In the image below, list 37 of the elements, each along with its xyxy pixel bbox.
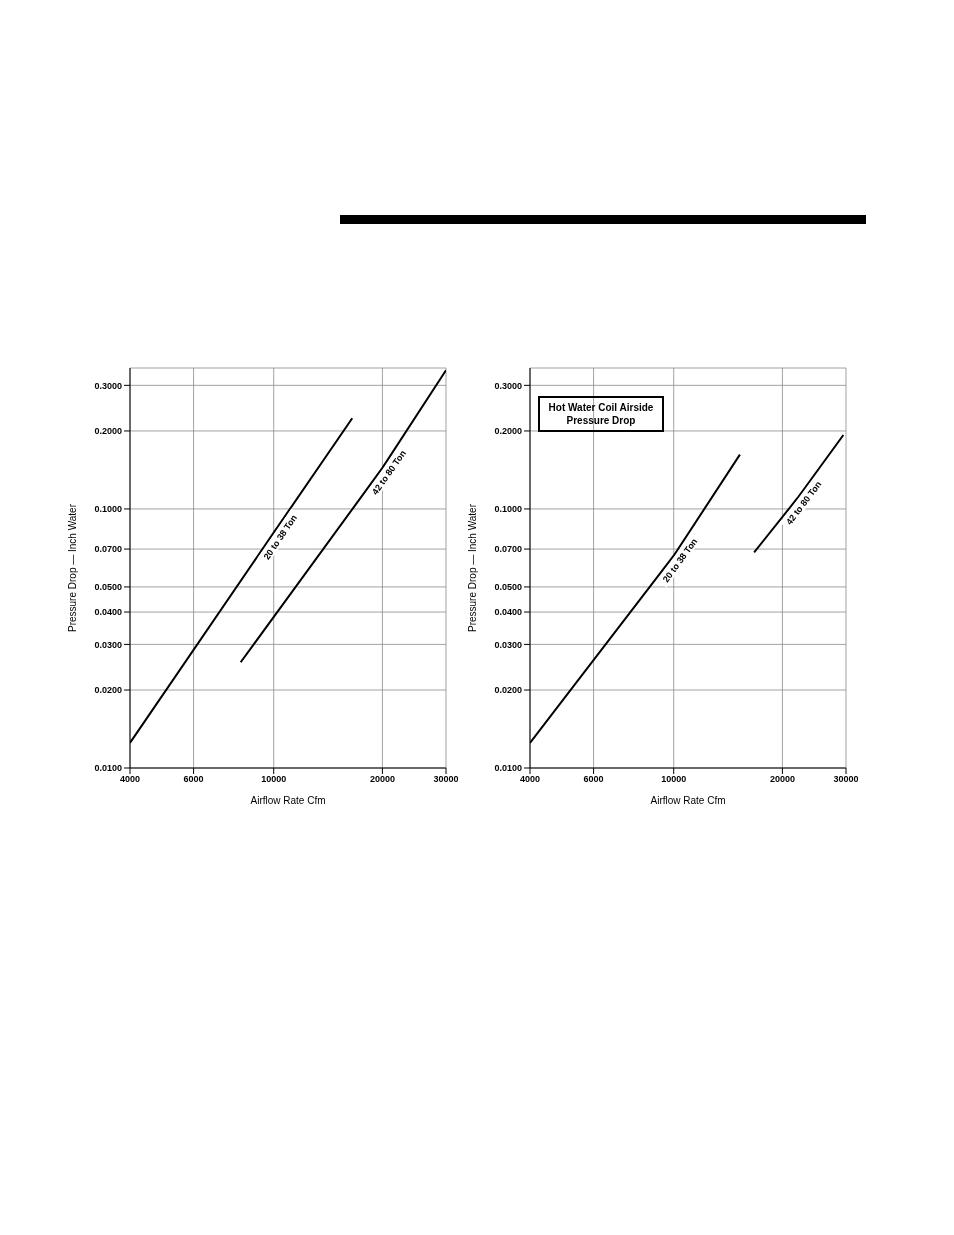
text: 42 to 80 Ton bbox=[784, 479, 824, 527]
y-tick-label: 0.0200 bbox=[494, 685, 522, 696]
x-tick-label: 20000 bbox=[769, 774, 795, 785]
y-tick-label: 0.0400 bbox=[494, 607, 522, 618]
x-tick-label: 20000 bbox=[369, 774, 395, 785]
y-tick-label: 0.1000 bbox=[494, 504, 522, 515]
y-tick-label: 0.0700 bbox=[494, 544, 522, 555]
y-tick-label: 0.0700 bbox=[94, 544, 122, 555]
y-tick-label: 0.2000 bbox=[94, 426, 122, 437]
y-tick-label: 0.3000 bbox=[494, 380, 522, 391]
x-tick-label: 10000 bbox=[661, 774, 687, 785]
x-tick-label: 10000 bbox=[261, 774, 287, 785]
x-tick-label: 4000 bbox=[119, 774, 141, 785]
x-tick-label: 6000 bbox=[183, 774, 204, 785]
x-tick-label: 4000 bbox=[519, 774, 541, 785]
y-tick-label: 0.3000 bbox=[94, 380, 122, 391]
y-tick-label: 0.0100 bbox=[94, 763, 122, 774]
y-tick-label: 0.1000 bbox=[94, 504, 122, 515]
x-axis-title: Airflow Rate Cfm bbox=[650, 795, 726, 806]
x-tick-label: 30000 bbox=[433, 774, 459, 785]
y-axis-title: Pressure Drop — Inch Water bbox=[66, 503, 78, 633]
y-tick-label: 0.0400 bbox=[94, 607, 122, 618]
text: 42 to 80 Ton bbox=[369, 448, 408, 497]
title-frame: Hot Water Coil Airside Pressure Drop bbox=[538, 396, 664, 432]
y-axis-title: Pressure Drop — Inch Water bbox=[466, 503, 478, 633]
text: 20 to 38 Ton bbox=[261, 512, 300, 562]
x-axis-title: Airflow Rate Cfm bbox=[250, 795, 326, 806]
y-tick-label: 0.2000 bbox=[494, 426, 522, 437]
y-tick-label: 0.0500 bbox=[94, 582, 122, 593]
x-tick-label: 6000 bbox=[583, 774, 604, 785]
y-tick-label: 0.0300 bbox=[94, 639, 122, 650]
y-tick-label: 0.0500 bbox=[494, 582, 522, 593]
y-tick-label: 0.0100 bbox=[494, 763, 522, 774]
x-tick-label: 30000 bbox=[833, 774, 859, 785]
y-tick-label: 0.0200 bbox=[94, 685, 122, 696]
y-tick-label: 0.0300 bbox=[494, 639, 522, 650]
text: 20 to 38 Ton bbox=[660, 536, 700, 585]
